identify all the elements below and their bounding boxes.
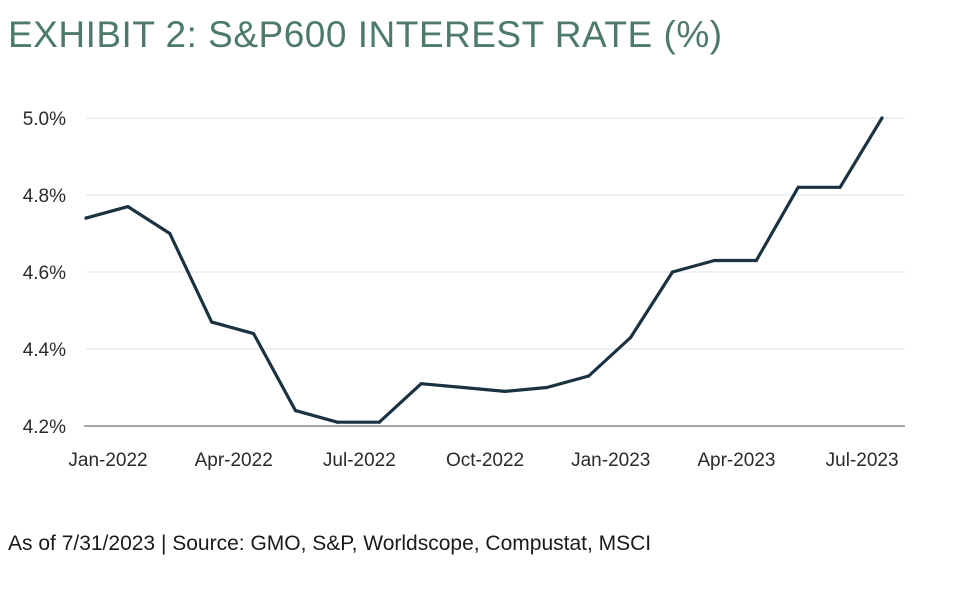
data-point — [880, 116, 884, 120]
x-tick-label: Oct-2022 — [446, 450, 524, 471]
x-tick-label: Apr-2023 — [697, 450, 775, 471]
data-point — [168, 231, 172, 236]
data-point — [210, 320, 214, 324]
data-point — [419, 382, 423, 386]
source-footnote: As of 7/31/2023 | Source: GMO, S&P, Worl… — [8, 532, 652, 555]
data-point — [754, 258, 758, 263]
data-point — [126, 205, 130, 209]
data-point — [838, 185, 842, 189]
y-tick-label: 5.0% — [23, 109, 66, 130]
data-point — [377, 420, 381, 424]
y-tick-label: 4.6% — [23, 263, 66, 284]
y-tick-label: 4.8% — [23, 186, 66, 207]
data-point — [84, 216, 88, 220]
line-chart: 4.2% 4.4% 4.6% 4.8% 5.0% Jan-2022 Apr-2022 Jul… — [23, 109, 905, 471]
x-tick-label: Jul-2022 — [323, 450, 396, 471]
x-tick-label: Apr-2022 — [195, 450, 273, 471]
data-point — [796, 185, 800, 189]
data-point — [335, 420, 339, 424]
chart-title: EXHIBIT 2: S&P600 INTEREST RATE (%) — [8, 14, 723, 55]
y-tick-label: 4.2% — [23, 417, 66, 438]
data-point — [545, 385, 549, 390]
y-tick-label: 4.4% — [23, 340, 66, 361]
x-tick-label: Jul-2023 — [826, 450, 899, 471]
data-point — [293, 409, 298, 413]
data-point — [712, 258, 717, 263]
x-tick-label: Jan-2022 — [68, 450, 147, 471]
series-line — [84, 116, 884, 424]
data-point — [629, 335, 633, 340]
data-point — [252, 332, 256, 336]
data-point — [670, 270, 675, 274]
data-point — [461, 385, 465, 390]
data-point — [587, 374, 591, 378]
x-tick-label: Jan-2023 — [571, 450, 650, 471]
data-point — [503, 389, 507, 393]
